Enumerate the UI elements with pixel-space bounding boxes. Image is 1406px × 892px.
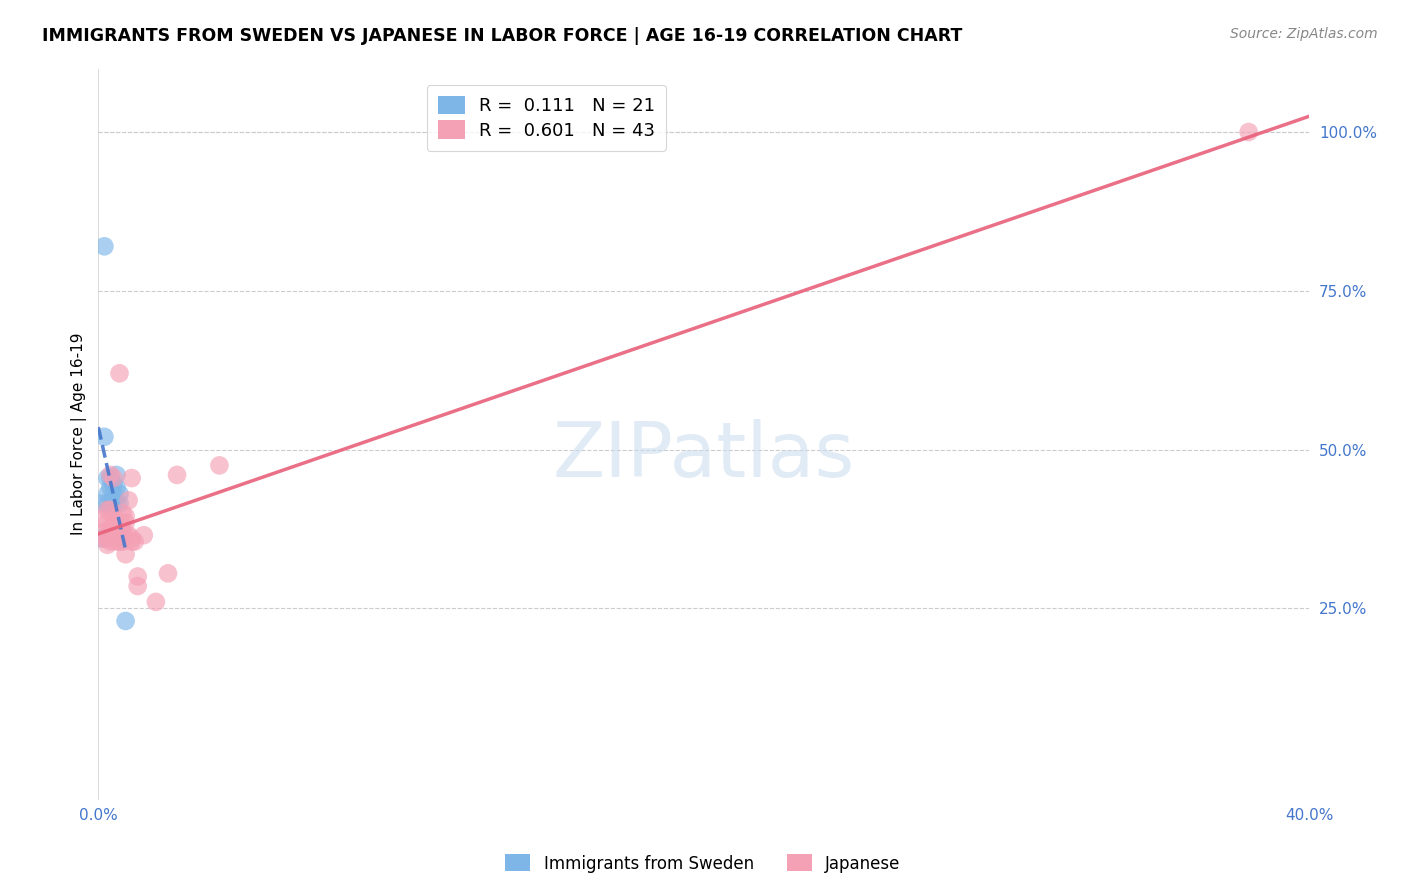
Text: Source: ZipAtlas.com: Source: ZipAtlas.com bbox=[1230, 27, 1378, 41]
Point bbox=[103, 532, 125, 546]
Point bbox=[100, 467, 122, 482]
Point bbox=[93, 430, 115, 444]
Point bbox=[100, 534, 122, 549]
Point bbox=[114, 509, 136, 524]
Point bbox=[103, 487, 125, 501]
Point bbox=[132, 528, 155, 542]
Point bbox=[100, 500, 122, 514]
Point bbox=[105, 516, 128, 530]
Point bbox=[105, 467, 128, 482]
Point bbox=[114, 547, 136, 561]
Point bbox=[90, 496, 112, 510]
Text: IMMIGRANTS FROM SWEDEN VS JAPANESE IN LABOR FORCE | AGE 16-19 CORRELATION CHART: IMMIGRANTS FROM SWEDEN VS JAPANESE IN LA… bbox=[42, 27, 963, 45]
Point bbox=[111, 532, 134, 546]
Point bbox=[127, 579, 149, 593]
Point bbox=[117, 493, 139, 508]
Point bbox=[96, 503, 118, 517]
Point bbox=[108, 534, 131, 549]
Point bbox=[103, 496, 125, 510]
Point bbox=[93, 524, 115, 539]
Point bbox=[117, 528, 139, 542]
Point bbox=[127, 569, 149, 583]
Point bbox=[90, 512, 112, 526]
Point bbox=[111, 528, 134, 542]
Point bbox=[208, 458, 231, 473]
Point bbox=[108, 524, 131, 539]
Point bbox=[96, 516, 118, 530]
Point bbox=[105, 496, 128, 510]
Point bbox=[103, 477, 125, 491]
Point bbox=[100, 481, 122, 495]
Point bbox=[111, 522, 134, 536]
Point bbox=[121, 471, 143, 485]
Point bbox=[90, 532, 112, 546]
Point bbox=[96, 471, 118, 485]
Point bbox=[105, 481, 128, 495]
Point bbox=[105, 534, 128, 549]
Point bbox=[93, 239, 115, 253]
Point bbox=[108, 516, 131, 530]
Point bbox=[96, 487, 118, 501]
Point bbox=[108, 487, 131, 501]
Point bbox=[145, 595, 167, 609]
Point bbox=[111, 506, 134, 520]
Point bbox=[100, 503, 122, 517]
Point bbox=[96, 532, 118, 546]
Point bbox=[156, 566, 179, 581]
Y-axis label: In Labor Force | Age 16-19: In Labor Force | Age 16-19 bbox=[72, 333, 87, 535]
Point bbox=[100, 522, 122, 536]
Point bbox=[108, 496, 131, 510]
Legend: R =  0.111   N = 21, R =  0.601   N = 43: R = 0.111 N = 21, R = 0.601 N = 43 bbox=[427, 85, 666, 151]
Point bbox=[166, 467, 188, 482]
Point bbox=[114, 516, 136, 530]
Point bbox=[124, 534, 146, 549]
Point bbox=[96, 496, 118, 510]
Point bbox=[121, 532, 143, 546]
Point bbox=[108, 367, 131, 381]
Point bbox=[93, 532, 115, 546]
Point bbox=[114, 614, 136, 628]
Point bbox=[121, 534, 143, 549]
Point bbox=[1237, 125, 1260, 139]
Point bbox=[103, 518, 125, 533]
Point bbox=[96, 538, 118, 552]
Point bbox=[111, 534, 134, 549]
Point bbox=[100, 471, 122, 485]
Text: ZIPatlas: ZIPatlas bbox=[553, 418, 855, 492]
Point bbox=[103, 493, 125, 508]
Point bbox=[103, 471, 125, 485]
Point bbox=[105, 518, 128, 533]
Point bbox=[103, 509, 125, 524]
Legend: Immigrants from Sweden, Japanese: Immigrants from Sweden, Japanese bbox=[499, 847, 907, 880]
